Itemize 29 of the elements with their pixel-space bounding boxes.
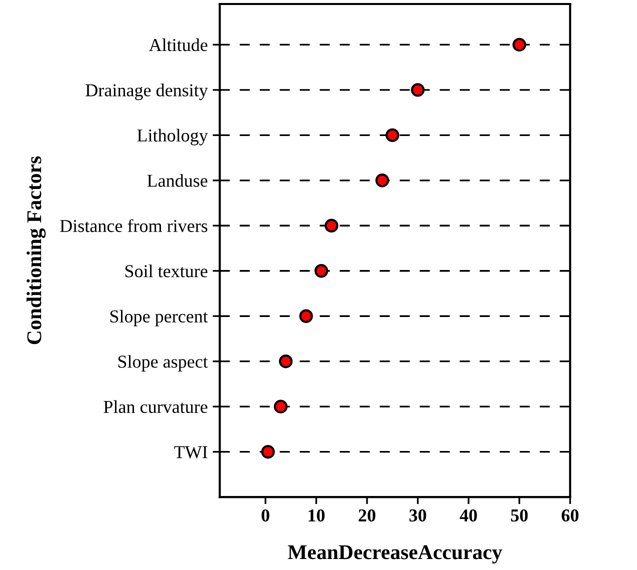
- point: [386, 128, 400, 142]
- y-tick-label: Distance from rivers: [60, 219, 208, 232]
- y-tick-label: Lithology: [137, 128, 208, 146]
- y-tick-label: Drainage density: [86, 84, 208, 100]
- x-tick-label: 0: [262, 509, 270, 522]
- x-tick-label: 50: [511, 509, 528, 522]
- y-tick-label: Landuse: [147, 174, 208, 187]
- x-tick-label: 30: [409, 509, 426, 522]
- y-axis-title: Conditioning Factors: [26, 156, 46, 344]
- x-tick-label: 60: [562, 509, 578, 522]
- x-tick-label: 40: [460, 509, 477, 522]
- y-tick-label: TWI: [174, 446, 208, 458]
- point: [314, 264, 328, 278]
- point: [410, 83, 425, 97]
- x-axis-title: MeanDecreaseAccuracy: [288, 545, 502, 564]
- point: [274, 400, 288, 414]
- y-tick-label: Plan curvature: [104, 400, 208, 414]
- point: [375, 174, 390, 188]
- x-tick-label: 10: [308, 509, 325, 522]
- y-tick-label: Soil texture: [125, 264, 208, 278]
- point: [299, 309, 313, 323]
- point: [324, 218, 338, 232]
- point: [512, 38, 526, 52]
- point: [278, 354, 293, 368]
- y-tick-label: Slope aspect: [118, 355, 208, 372]
- point: [261, 444, 275, 459]
- y-tick-label: Slope percent: [110, 310, 208, 326]
- y-tick-label: Altitude: [148, 38, 208, 52]
- x-tick-label: 20: [358, 509, 376, 522]
